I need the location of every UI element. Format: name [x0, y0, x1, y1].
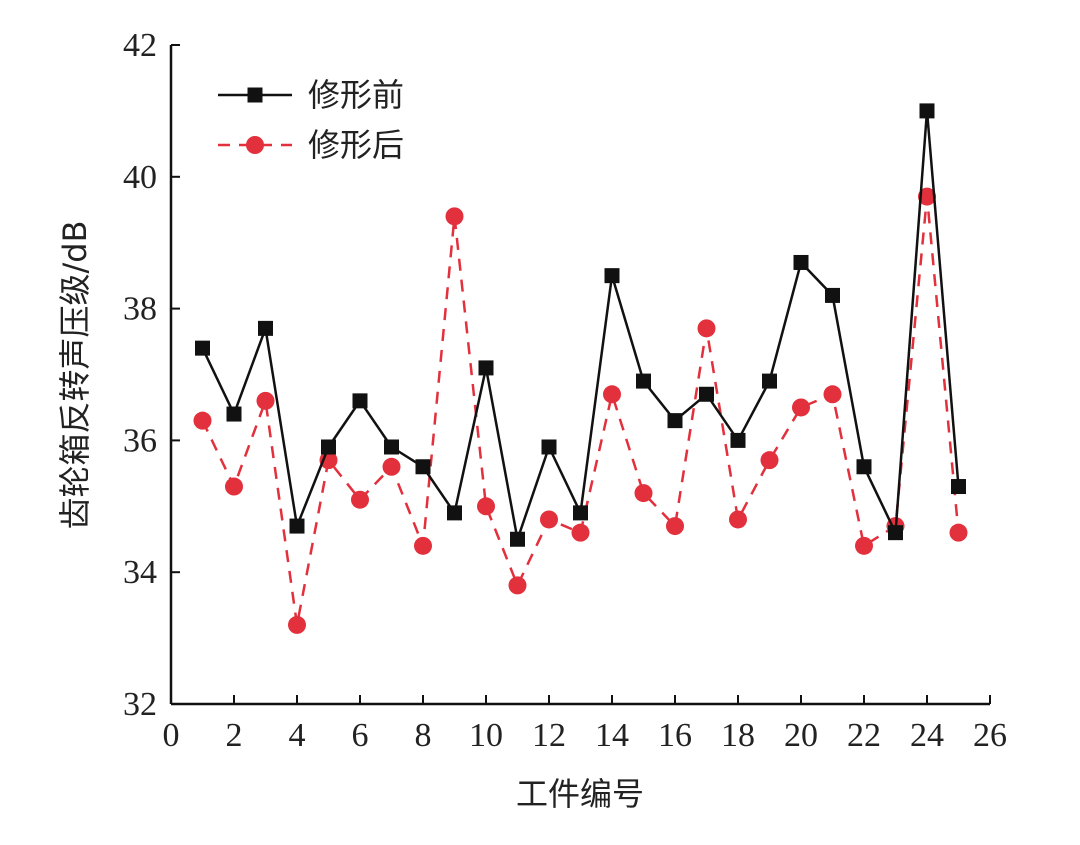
x-tick-label: 24: [910, 717, 944, 754]
y-tick-label: 32: [123, 686, 157, 723]
y-tick-label: 36: [123, 422, 157, 459]
series-1-point: [321, 439, 336, 455]
series-2-point: [918, 187, 936, 206]
series-2-point: [697, 319, 716, 338]
series-2: [193, 187, 968, 634]
series-2-point: [540, 510, 558, 529]
x-tick-label: 26: [973, 717, 1007, 754]
series-1-point: [415, 459, 431, 475]
legend-marker-square: [247, 87, 263, 103]
series-1-point: [384, 439, 399, 455]
legend-marker-circle: [246, 136, 264, 154]
series-2-point: [792, 398, 810, 417]
series-1-point: [825, 287, 840, 303]
series-2-point: [256, 391, 275, 410]
y-tick-label: 42: [123, 27, 157, 64]
series-2-point: [855, 536, 873, 555]
series-2-point: [634, 484, 653, 503]
series-2-point: [729, 510, 747, 529]
series-2-point: [603, 385, 621, 404]
series-2-point: [414, 536, 432, 555]
series-1-point: [226, 406, 242, 422]
series-2-point: [571, 523, 590, 542]
series-2-point: [823, 385, 842, 404]
series-1-line: [201, 110, 960, 545]
series-2-point: [760, 451, 779, 470]
x-tick-label: 4: [289, 717, 306, 754]
series-1-point: [699, 386, 714, 402]
series-1-point: [793, 254, 809, 270]
x-axis-title: 工件编号: [516, 775, 644, 813]
x-tick-label: 20: [784, 717, 818, 754]
series-2-point: [382, 457, 401, 476]
series-1-point: [604, 268, 620, 284]
axes: [169, 45, 990, 706]
series-1-point: [730, 432, 746, 448]
series-2-point: [666, 517, 684, 536]
series-2-point: [225, 477, 243, 496]
legend-label: 修形后: [308, 126, 404, 164]
series-1-point: [510, 531, 525, 547]
series-2-point: [477, 497, 495, 516]
series-1-point: [856, 459, 872, 475]
series-2-line: [201, 196, 960, 626]
series-1: [195, 103, 966, 547]
series-2-point: [193, 411, 212, 430]
series-1-point: [258, 320, 273, 336]
x-tick-label: 0: [163, 717, 180, 754]
series-1-point: [573, 505, 588, 521]
series-2-point: [949, 523, 968, 542]
series-2-point: [288, 615, 306, 634]
series-1-point: [541, 439, 557, 455]
x-tick-label: 18: [721, 717, 755, 754]
y-tick-label: 34: [123, 554, 157, 591]
x-tick-label: 8: [415, 717, 432, 754]
legend-item-1: 修形前: [218, 76, 404, 114]
legend-label: 修形前: [308, 76, 404, 114]
series-1-point: [195, 340, 210, 356]
series-2-point: [445, 207, 464, 226]
series-1-point: [888, 525, 903, 541]
series-1-point: [636, 373, 651, 389]
series-1-point: [667, 413, 683, 429]
series-1-point: [447, 505, 462, 521]
series-1-point: [919, 103, 935, 119]
x-tick-label: 6: [352, 717, 369, 754]
x-tick-label: 12: [532, 717, 566, 754]
x-tick-label: 16: [658, 717, 692, 754]
legend-item-2: 修形后: [218, 126, 404, 164]
y-tick-label: 40: [123, 159, 157, 196]
series-1-point: [478, 360, 494, 376]
series-1-point: [352, 393, 368, 409]
series-layer: [193, 103, 968, 634]
series-1-point: [762, 373, 777, 389]
y-axis-title: 齿轮箱反转声压级/dB: [56, 220, 94, 529]
x-tick-label: 2: [226, 717, 243, 754]
x-tick-label: 14: [595, 717, 629, 754]
y-tick-label: 38: [123, 291, 157, 328]
x-tick-label: 22: [847, 717, 881, 754]
x-tick-label: 10: [469, 717, 503, 754]
series-1-point: [289, 518, 305, 534]
series-2-point: [508, 576, 527, 595]
series-2-point: [351, 490, 369, 509]
series-1-point: [951, 479, 966, 495]
ticks: [170, 44, 991, 705]
